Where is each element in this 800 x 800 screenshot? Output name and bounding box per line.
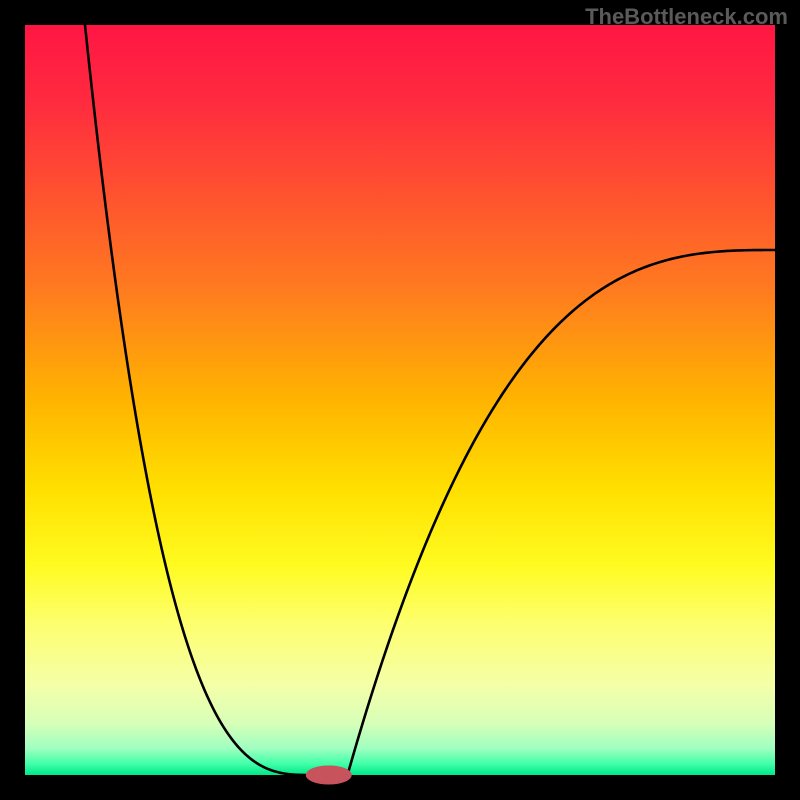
plot-background bbox=[25, 25, 775, 775]
optimal-marker bbox=[306, 766, 351, 784]
watermark-text: TheBottleneck.com bbox=[585, 4, 788, 30]
bottleneck-chart bbox=[0, 0, 800, 800]
chart-stage: TheBottleneck.com bbox=[0, 0, 800, 800]
